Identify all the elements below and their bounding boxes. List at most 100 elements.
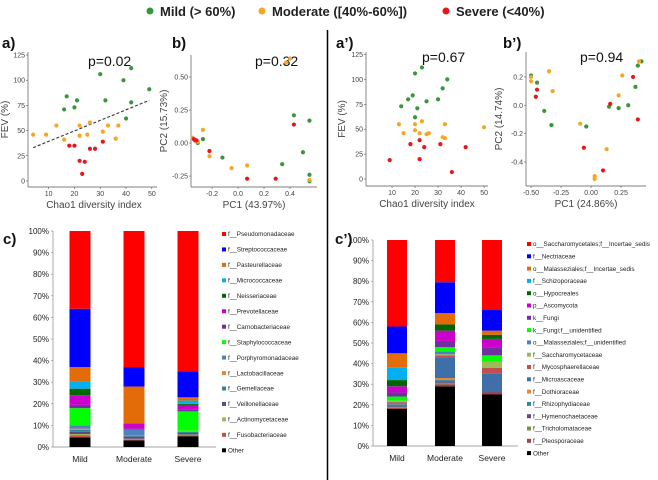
x-tick-label: 40 <box>122 191 130 198</box>
bar-segment-moderate <box>123 436 145 439</box>
point-moderate <box>412 122 418 127</box>
legend-swatch <box>527 389 531 394</box>
y-tick-label: 0.00 <box>174 141 188 148</box>
legend-label: f__Mycosphaerellaceae <box>533 364 600 371</box>
bar-segment-moderate <box>435 282 455 314</box>
point-mild <box>616 105 621 111</box>
y-tick-label: 0% <box>37 443 49 452</box>
point-mild <box>200 136 206 142</box>
group-legend: Mild (> 60%) Moderate ([40%-60%]) Severe (… <box>146 4 545 19</box>
x-axis-label: Chao1 diversity index <box>46 200 142 211</box>
legend-label: p__Ascomycota <box>533 303 578 310</box>
bar-segment-mild <box>387 408 407 446</box>
bar-segment-moderate <box>435 383 455 385</box>
legend-label: f__Rhizophydiaceae <box>533 401 591 408</box>
y-tick-label: 50% <box>353 339 369 348</box>
y-tick-label: 90% <box>33 249 49 258</box>
x-tick-label: 40 <box>457 190 465 197</box>
bar-segment-moderate <box>435 340 455 348</box>
bar-segment-mild <box>387 353 407 368</box>
x-tick-label: 0.4 <box>285 191 295 198</box>
point-severe <box>194 138 199 143</box>
y-tick-label: 100 <box>13 78 25 85</box>
point-severe <box>72 143 77 148</box>
point-moderate <box>396 122 402 127</box>
point-mild <box>62 107 67 112</box>
point-mild <box>410 93 415 98</box>
point-moderate <box>401 131 406 136</box>
bar-segment-severe <box>482 361 502 368</box>
bar-segment-moderate <box>123 435 145 437</box>
p-value: p=0.94 <box>580 49 623 65</box>
point-mild <box>64 94 69 99</box>
bar-segment-severe <box>177 231 199 372</box>
legend-label: f__Neisseriaceae <box>228 293 277 300</box>
bar-segment-moderate <box>435 240 455 283</box>
point-moderate <box>546 69 552 74</box>
bar-segment-mild <box>69 428 91 430</box>
panel-label: c’) <box>335 231 353 248</box>
point-moderate <box>287 56 293 61</box>
y-axis-label: FEV (%) <box>0 101 11 139</box>
legend-swatch <box>527 377 531 382</box>
legend-label: k__Fungi;f__unidentified <box>533 327 602 334</box>
bar-segment-moderate <box>435 347 455 352</box>
p-value: p=0.32 <box>255 53 298 69</box>
legend-label-moderate: Moderate ([40%-60%]) <box>272 4 407 19</box>
point-mild <box>147 87 152 92</box>
legend-swatch <box>527 340 531 345</box>
bar-segment-mild <box>387 367 407 381</box>
legend-label: o__Hypocreales <box>533 290 579 297</box>
point-mild <box>424 99 429 104</box>
bar-segment-severe <box>482 394 502 446</box>
legend-label: f__Streptococcaceae <box>228 247 288 254</box>
bar-segment-mild <box>387 240 407 327</box>
bar-segment-severe <box>482 338 502 348</box>
point-moderate <box>620 73 625 78</box>
point-mild <box>534 80 540 85</box>
legend-label: f__Saccharomycetaceae <box>533 352 603 359</box>
y-tick-label: 10% <box>353 421 369 430</box>
bar-segment-mild <box>69 381 91 389</box>
point-severe <box>608 101 613 106</box>
legend-swatch <box>527 438 531 443</box>
legend-label: f__Lactobacillaceae <box>228 370 284 377</box>
category-label: Moderate <box>427 453 463 463</box>
point-severe <box>533 94 538 99</box>
bar-segment-severe <box>177 432 199 435</box>
bar-segment-moderate <box>435 313 455 325</box>
legend-swatch <box>222 355 226 360</box>
y-axis-label: FEV (%) <box>337 100 348 138</box>
point-severe <box>581 145 586 150</box>
legend-swatch <box>222 386 226 391</box>
bar-segment-severe <box>482 240 502 311</box>
legend-swatch <box>222 401 226 406</box>
panel-label: b) <box>172 35 186 52</box>
y-axis-label: PC2 (15.73%) <box>159 90 170 153</box>
bar-segment-severe <box>177 435 199 437</box>
point-moderate <box>442 136 448 141</box>
y-tick-label: 100% <box>349 236 369 245</box>
point-moderate <box>283 60 289 65</box>
bar-segment-moderate <box>123 386 145 424</box>
y-tick-label: 25 <box>355 152 363 159</box>
bar-segment-mild <box>387 392 407 397</box>
legend-swatch <box>222 371 226 376</box>
bar-segment-severe <box>177 404 199 410</box>
point-moderate <box>550 88 555 94</box>
point-mild <box>419 65 425 70</box>
bar-segment-moderate <box>123 429 145 436</box>
point-severe <box>600 168 606 173</box>
legend-swatch <box>222 247 226 252</box>
bar-segment-mild <box>69 404 91 409</box>
legend-swatch <box>222 432 226 437</box>
bar-segment-mild <box>69 425 91 429</box>
legend-swatch <box>527 291 531 296</box>
y-tick-label: 0.2 <box>513 74 523 81</box>
x-tick-label: -0.2 <box>206 191 218 198</box>
legend-swatch <box>527 451 531 456</box>
point-moderate <box>31 132 36 137</box>
bar-segment-severe <box>177 403 199 405</box>
y-tick-label: 20% <box>33 400 49 409</box>
bar-segment-mild <box>387 407 407 409</box>
